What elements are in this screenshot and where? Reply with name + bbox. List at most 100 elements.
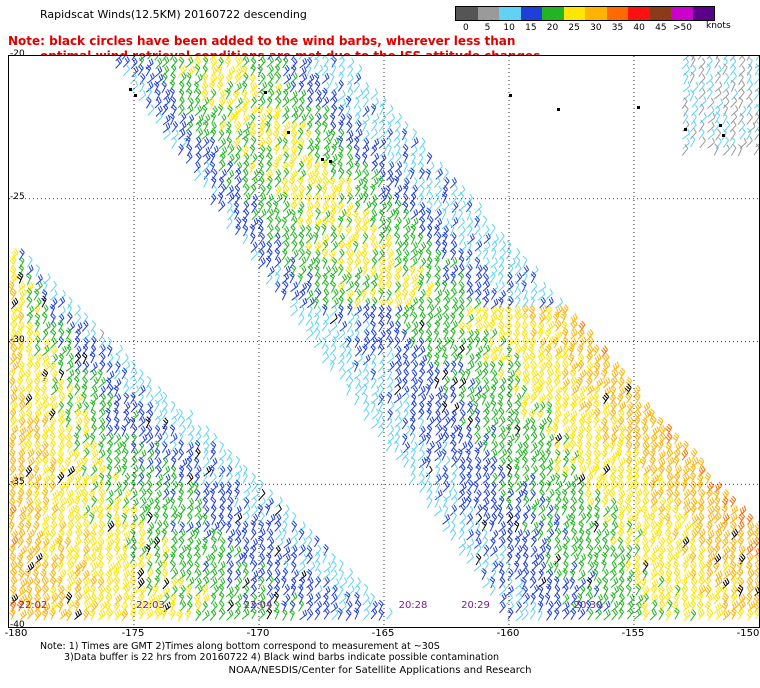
- wind-barb: [242, 567, 249, 580]
- wind-barb: [544, 327, 552, 340]
- wind-barb: [441, 207, 447, 220]
- wind-barb: [657, 575, 665, 588]
- footer-line-1: Note: 1) Times are GMT 2)Times along bot…: [40, 641, 440, 652]
- wind-barb: [529, 473, 536, 485]
- wind-barb: [170, 96, 177, 109]
- wind-barb: [234, 56, 238, 60]
- wind-barb: [259, 81, 268, 93]
- wind-barb: [474, 223, 481, 236]
- wind-barb: [602, 457, 610, 469]
- wind-barb: [323, 152, 330, 164]
- wind-barb: [106, 576, 114, 588]
- wind-barb: [579, 336, 587, 348]
- wind-barb: [457, 431, 464, 444]
- wind-barb: [314, 80, 321, 93]
- wind-barb: [706, 592, 715, 604]
- wind-barb: [603, 386, 612, 398]
- wind-barb: [746, 63, 753, 76]
- wind-barb: [506, 280, 514, 292]
- wind-barb: [96, 552, 104, 565]
- wind-barb: [547, 512, 553, 525]
- wind-barb: [466, 200, 473, 213]
- wind-barb: [450, 193, 457, 206]
- wind-barb: [546, 504, 554, 516]
- wind-barb: [72, 551, 80, 564]
- wind-barb: [66, 392, 74, 405]
- wind-barb: [402, 255, 409, 268]
- wind-barb: [305, 216, 313, 229]
- wind-barb: [377, 409, 383, 422]
- wind-barb: [57, 528, 65, 541]
- wind-barb: [121, 56, 126, 60]
- wind-barb: [419, 241, 427, 254]
- wind-barb: [313, 592, 321, 604]
- wind-barb: [139, 585, 147, 597]
- wind-barb: [379, 103, 385, 116]
- wind-barb: [457, 264, 465, 276]
- wind-barb: [545, 457, 554, 469]
- legend-tick-label: 45: [655, 23, 667, 33]
- wind-barb: [209, 56, 216, 61]
- wind-barb: [305, 528, 313, 540]
- wind-barb: [26, 296, 33, 308]
- wind-barb: [48, 607, 56, 620]
- wind-barb: [714, 481, 722, 493]
- wind-barb: [369, 344, 376, 356]
- wind-barb: [321, 159, 329, 172]
- wind-map[interactable]: [8, 55, 760, 628]
- wind-barb: [97, 449, 106, 461]
- wind-barb: [161, 520, 169, 533]
- wind-barb: [9, 328, 17, 341]
- wind-barb: [370, 223, 377, 236]
- wind-barb: [185, 135, 191, 148]
- wind-barb: [515, 480, 523, 492]
- wind-barb: [683, 56, 690, 61]
- wind-barb: [609, 473, 617, 485]
- wind-barb: [707, 505, 715, 517]
- wind-barb: [602, 440, 610, 453]
- wind-barb: [362, 608, 370, 621]
- wind-barb: [81, 343, 89, 356]
- wind-barb: [545, 552, 551, 565]
- wind-barb: [514, 256, 521, 269]
- wind-barb: [66, 496, 75, 508]
- wind-barb: [536, 383, 543, 396]
- wind-barb: [313, 191, 321, 204]
- wind-barb: [291, 193, 299, 205]
- wind-barb: [210, 457, 218, 469]
- wind-barb: [242, 600, 249, 613]
- wind-barb: [313, 56, 319, 69]
- wind-barb: [217, 176, 225, 189]
- wind-barb: [187, 97, 194, 110]
- wind-barb: [450, 184, 458, 196]
- wind-barb: [34, 320, 40, 333]
- wind-barb: [666, 496, 674, 508]
- wind-barb: [715, 56, 719, 60]
- wind-barb: [75, 528, 83, 540]
- wind-barb: [323, 137, 332, 149]
- wind-barb: [386, 289, 392, 302]
- wind-barb: [634, 496, 641, 509]
- wind-barb: [218, 600, 225, 613]
- wind-barb: [306, 584, 314, 596]
- wind-barb: [264, 503, 271, 516]
- wind-barb: [729, 63, 737, 76]
- wind-barb: [114, 609, 122, 621]
- wind-barb: [233, 545, 242, 557]
- wind-barb: [65, 591, 73, 604]
- wind-barb: [282, 608, 288, 621]
- wind-barb: [378, 249, 385, 261]
- wind-barb: [603, 514, 611, 526]
- wind-barb: [267, 513, 276, 525]
- wind-barb: [545, 312, 553, 325]
- wind-barb: [209, 487, 215, 500]
- wind-barb: [282, 105, 290, 118]
- wind-barb: [464, 368, 471, 381]
- wind-barb: [249, 144, 256, 157]
- wind-barb: [731, 575, 739, 588]
- wind-barb: [265, 519, 272, 532]
- wind-barb: [74, 473, 82, 485]
- wind-barb: [371, 119, 378, 132]
- wind-barb: [602, 576, 609, 589]
- wind-barb: [650, 504, 658, 516]
